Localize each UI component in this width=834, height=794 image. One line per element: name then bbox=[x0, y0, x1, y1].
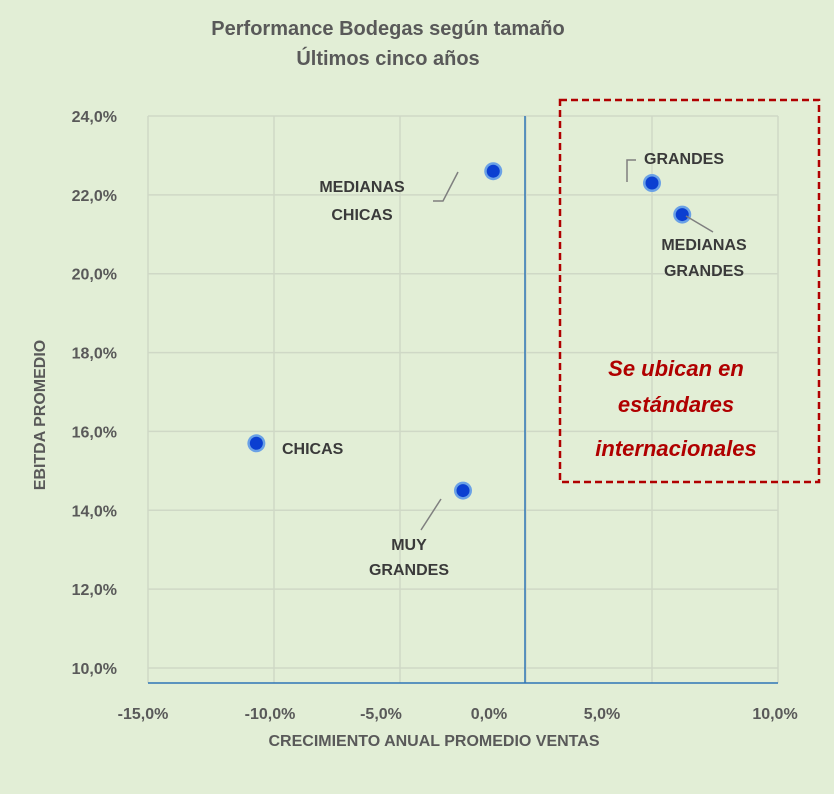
point-label: MUY bbox=[391, 537, 427, 554]
y-tick-label: 20,0% bbox=[72, 267, 117, 284]
point-label: MEDIANAS bbox=[319, 179, 405, 196]
point-label: CHICAS bbox=[282, 441, 344, 458]
leader-line bbox=[433, 171, 459, 202]
data-point bbox=[249, 436, 263, 450]
callout-text-line: internacionales bbox=[595, 436, 756, 461]
data-point bbox=[645, 176, 659, 190]
x-tick-label: 5,0% bbox=[584, 706, 620, 723]
x-tick-label: -5,0% bbox=[360, 706, 402, 723]
leader-line bbox=[685, 215, 714, 233]
callout-box bbox=[558, 98, 821, 484]
leader-line bbox=[626, 159, 636, 182]
y-tick-label: 18,0% bbox=[72, 346, 117, 363]
y-tick-label: 10,0% bbox=[72, 661, 117, 678]
data-point bbox=[456, 484, 470, 498]
data-point bbox=[675, 208, 689, 222]
callout-text-line: estándares bbox=[618, 392, 734, 417]
x-tick-label: -10,0% bbox=[245, 706, 296, 723]
y-tick-label: 14,0% bbox=[72, 503, 117, 520]
x-tick-label: 10,0% bbox=[752, 706, 797, 723]
point-label: GRANDES bbox=[664, 263, 744, 280]
y-tick-label: 24,0% bbox=[72, 109, 117, 126]
chart-title: Performance Bodegas según tamaño bbox=[211, 18, 565, 40]
chart-subtitle: Últimos cinco años bbox=[296, 48, 480, 70]
y-tick-label: 12,0% bbox=[72, 582, 117, 599]
leader-line bbox=[420, 498, 442, 531]
x-tick-label: 0,0% bbox=[471, 706, 507, 723]
point-label: CHICAS bbox=[331, 207, 393, 224]
point-label: GRANDES bbox=[369, 562, 449, 579]
data-point bbox=[486, 164, 500, 178]
point-label: GRANDES bbox=[644, 151, 724, 168]
point-label: MEDIANAS bbox=[661, 237, 747, 254]
callout-text-line: Se ubican en bbox=[608, 356, 744, 381]
y-axis-title: EBITDA PROMEDIO bbox=[32, 340, 49, 491]
y-tick-label: 22,0% bbox=[72, 188, 117, 205]
x-axis-title: CRECIMIENTO ANUAL PROMEDIO VENTAS bbox=[269, 733, 600, 750]
x-tick-label: -15,0% bbox=[118, 706, 169, 723]
y-tick-label: 16,0% bbox=[72, 424, 117, 441]
